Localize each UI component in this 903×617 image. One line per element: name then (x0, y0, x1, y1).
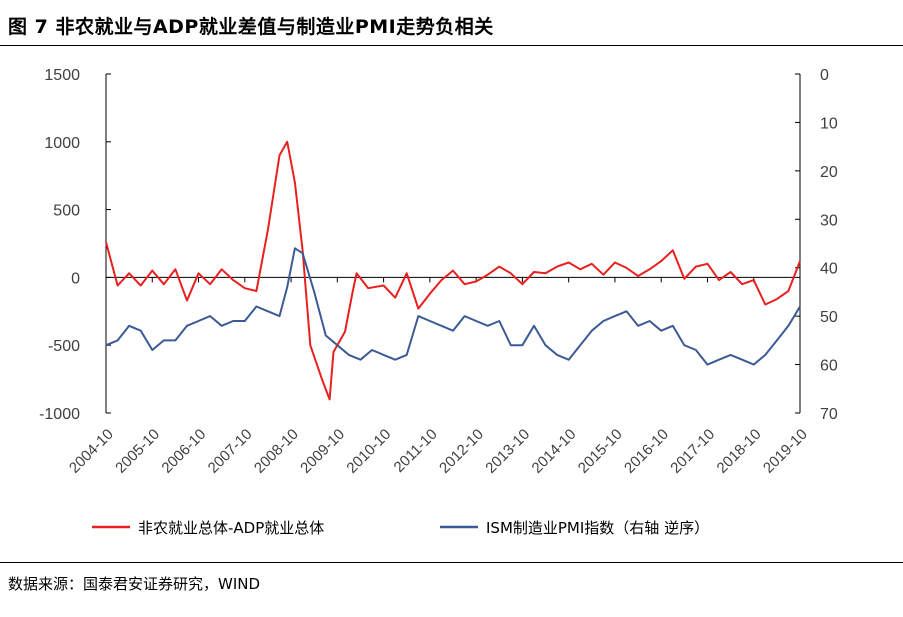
left-tick-label: 0 (71, 270, 80, 287)
left-axis: -1000 -500 0 500 1000 1500 (39, 67, 111, 423)
x-tick-label: 2019-10 (760, 426, 811, 477)
chart: -1000 -500 0 500 1000 1500 0 10 20 30 40 50 60 70 20… (39, 67, 838, 537)
right-axis: 0 10 20 30 40 50 60 70 (795, 67, 838, 423)
x-tick-label: 2006-10 (158, 426, 209, 477)
x-tick-label: 2010-10 (343, 426, 394, 477)
right-tick-label: 40 (820, 261, 838, 278)
right-tick-label: 10 (820, 115, 838, 132)
x-tick-label: 2016-10 (621, 426, 672, 477)
legend-label-series-2: ISM制造业PMI指数（右轴 逆序） (486, 519, 709, 537)
x-tick-label: 2013-10 (482, 426, 533, 477)
x-tick-label: 2007-10 (205, 426, 256, 477)
left-tick-label: 1000 (44, 135, 80, 152)
left-tick-label: 1500 (44, 67, 80, 84)
series-line-1 (105, 140, 801, 401)
right-tick-label: 30 (820, 212, 838, 229)
title-rule (0, 45, 903, 46)
x-tick-label: 2015-10 (575, 426, 626, 477)
right-tick-label: 70 (820, 406, 838, 423)
x-tick-label: 2018-10 (714, 426, 765, 477)
series-layer (105, 140, 801, 401)
source-note: 数据来源：国泰君安证券研究，WIND (8, 575, 261, 593)
x-tick-label: 2004-10 (66, 426, 117, 477)
series-line-2 (105, 247, 801, 366)
legend-label-series-1: 非农就业总体-ADP就业总体 (138, 519, 324, 537)
source-rule (0, 562, 903, 563)
x-tick-label: 2012-10 (436, 426, 487, 477)
x-tick-label: 2011-10 (391, 426, 441, 476)
right-tick-label: 20 (820, 164, 838, 181)
right-tick-label: 60 (820, 358, 838, 375)
x-tick-label: 2008-10 (251, 426, 302, 477)
x-tick-label: 2014-10 (529, 426, 580, 477)
x-tick-label: 2009-10 (297, 426, 348, 477)
x-tick-label: 2005-10 (112, 426, 163, 477)
x-tick-label: 2017-10 (667, 426, 718, 477)
left-tick-label: 500 (53, 203, 80, 220)
right-tick-label: 50 (820, 309, 838, 326)
figure-title: 图 7 非农就业与ADP就业差值与制造业PMI走势负相关 (8, 16, 494, 38)
left-tick-label: -500 (48, 338, 80, 355)
left-tick-label: -1000 (39, 406, 80, 423)
x-axis: 2004-102005-102006-102007-102008-102009-… (66, 276, 811, 477)
legend: 非农就业总体-ADP就业总体 ISM制造业PMI指数（右轴 逆序） (92, 519, 709, 537)
right-tick-label: 0 (820, 67, 829, 84)
